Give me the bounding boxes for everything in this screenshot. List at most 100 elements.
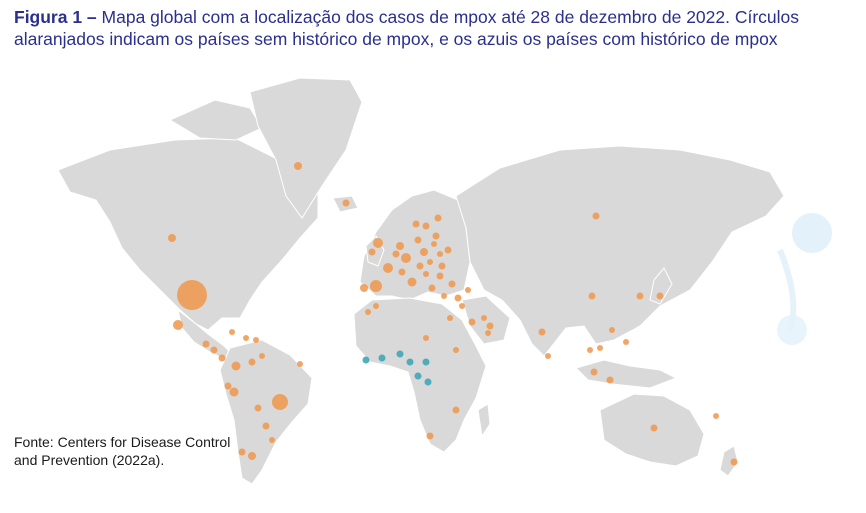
marker-central-african-republic (422, 358, 430, 366)
marker-ghana (378, 354, 386, 362)
marker-france (383, 263, 393, 273)
marker-honduras (210, 346, 218, 354)
marker-finland (434, 214, 442, 222)
marker-serbia (423, 271, 429, 277)
marker-canada (168, 234, 176, 242)
marker-denmark (414, 236, 422, 244)
marker-paraguay (262, 422, 270, 430)
marker-dominican-republic (243, 335, 249, 341)
marker-greenland (294, 162, 302, 170)
marker-guyana (297, 361, 303, 367)
marker-israel (454, 294, 462, 302)
marker-thailand (587, 347, 593, 353)
figure-caption: Figura 1 – Mapa global com a localização… (14, 6, 814, 50)
markers-with-history (362, 350, 432, 386)
marker-lithuania (431, 241, 437, 247)
marker-ethiopia (453, 347, 459, 353)
land-masses (57, 77, 785, 485)
marker-brazil (272, 394, 288, 410)
decor-bubble-top (792, 213, 832, 253)
marker-united-states (177, 280, 207, 310)
marker-chile (238, 448, 246, 456)
marker-cuba (229, 329, 235, 335)
marker-austria (416, 262, 424, 270)
marker-iceland (342, 199, 350, 207)
marker-netherlands (396, 242, 404, 250)
marker-japan (656, 292, 664, 300)
marker-saudi-arabia (468, 318, 476, 326)
marker-bolivia (254, 404, 262, 412)
marker-poland (420, 248, 428, 256)
marker-south-africa (426, 432, 434, 440)
marker-india (538, 328, 546, 336)
marker-spain (370, 280, 382, 292)
marker-hungary (427, 259, 433, 265)
marker-taiwan (609, 327, 615, 333)
marker-australia (650, 424, 658, 432)
marker-belgium (392, 250, 400, 258)
marker-china (588, 292, 596, 300)
marker-ireland (368, 248, 376, 256)
marker-united-kingdom (373, 238, 383, 248)
land-southeast-asia-islands (575, 359, 678, 389)
land-greenland (249, 77, 363, 219)
marker-romania (438, 262, 446, 270)
marker-dr-congo (424, 378, 432, 386)
land-new-zealand (719, 445, 739, 477)
marker-congo (414, 372, 422, 380)
marker-peru (229, 387, 239, 397)
marker-qatar (486, 322, 494, 330)
marker-new-caledonia (713, 413, 719, 419)
land-north-america (57, 137, 319, 331)
marker-singapore (590, 368, 598, 376)
marker-vietnam (597, 345, 603, 351)
marker-south-korea (636, 292, 644, 300)
marker-italy (407, 277, 417, 287)
land-japan (649, 267, 673, 305)
land-asia (455, 145, 785, 357)
marker-bulgaria (436, 272, 444, 280)
land-madagascar (477, 403, 491, 438)
marker-guatemala (202, 340, 210, 348)
marker-nigeria (396, 350, 404, 358)
marker-uruguay (269, 437, 275, 443)
marker-sri-lanka (545, 353, 551, 359)
marker-puerto-rico (253, 337, 259, 343)
marker-colombia (231, 361, 241, 371)
marker-latvia (432, 232, 440, 240)
marker-indonesia (606, 376, 614, 384)
marker-philippines (623, 339, 629, 345)
markers-no-history (168, 162, 738, 466)
marker-argentina (248, 452, 256, 460)
marker-lebanon (459, 303, 465, 309)
marker-uae (485, 330, 491, 336)
marker-bahrain (481, 315, 487, 321)
marker-turkey (448, 280, 456, 288)
marker-russia (592, 212, 600, 220)
land-arctic-islands (168, 99, 263, 141)
marker-canary-islands (373, 303, 379, 309)
marker-cameroon (406, 358, 414, 366)
marker-georgia (465, 287, 471, 293)
marker-mozambique (452, 406, 460, 414)
marker-liberia (362, 356, 370, 364)
marker-costa-rica (218, 354, 226, 362)
marker-mexico (173, 320, 183, 330)
figure-source: Fonte: Centers for Disease Control and P… (14, 434, 231, 468)
marker-sweden (422, 222, 430, 230)
marker-new-zealand (730, 458, 738, 466)
marker-germany (401, 253, 411, 263)
marker-egypt (447, 315, 453, 321)
marker-switzerland (398, 268, 406, 276)
marker-norway (412, 220, 420, 228)
marker-ecuador (224, 382, 232, 390)
marker-greece (428, 284, 436, 292)
marker-sudan (423, 335, 429, 341)
marker-ukraine (444, 246, 452, 254)
marker-morocco (365, 309, 371, 315)
decor-line (777, 248, 797, 331)
figure-caption-text: Mapa global com a localização dos casos … (14, 7, 800, 49)
marker-lesser-antilles (259, 353, 265, 359)
